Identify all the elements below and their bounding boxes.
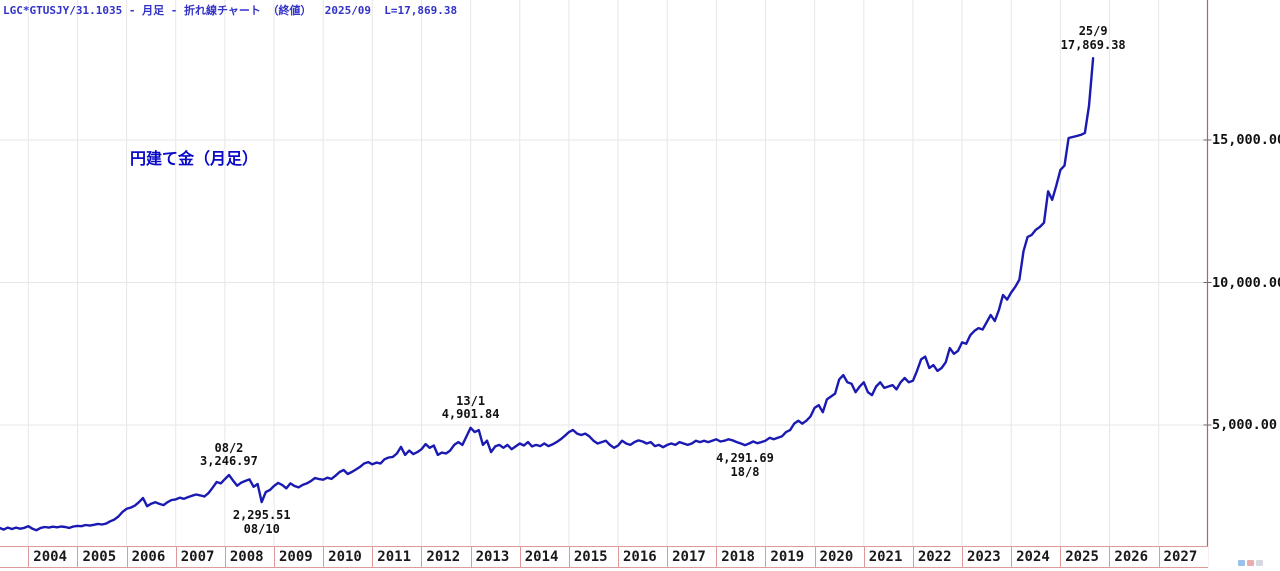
- annotation-08-2: 08/2 3,246.97: [200, 440, 258, 469]
- x-axis-year-2027: 2027: [1158, 547, 1208, 567]
- x-axis-year-2008: 2008: [224, 547, 274, 567]
- watermark-dot-red: [1247, 560, 1254, 566]
- x-axis-year-2019: 2019: [765, 547, 814, 567]
- watermark-dot-gray: [1256, 560, 1263, 566]
- x-axis-year-2013: 2013: [470, 547, 520, 567]
- x-axis-year-2012: 2012: [421, 547, 470, 567]
- x-axis-year-2011: 2011: [372, 547, 421, 567]
- y-axis-label-10000: 10,000.00: [1212, 274, 1280, 291]
- annotation-25-9: 25/9 17,869.38: [1060, 24, 1126, 52]
- x-axis-year-2015: 2015: [568, 547, 618, 567]
- watermark-logo: [1238, 559, 1274, 567]
- price-line-series: [0, 57, 1095, 532]
- x-axis-leading-spacer: [0, 547, 28, 567]
- x-axis-year-2004: 2004: [28, 547, 77, 567]
- x-axis-year-2018: 2018: [716, 547, 765, 567]
- y-axis-label-5000: 5,000.00: [1212, 417, 1278, 433]
- x-axis-year-2014: 2014: [519, 547, 569, 567]
- x-axis-year-2021: 2021: [863, 547, 913, 567]
- x-axis-year-2006: 2006: [126, 547, 176, 567]
- x-axis-year-2005: 2005: [77, 547, 126, 567]
- annotation-13-1: 13/1 4,901.84: [441, 393, 500, 422]
- x-axis-year-2009: 2009: [274, 547, 323, 567]
- x-axis-year-2017: 2017: [667, 547, 716, 567]
- x-axis-year-band: 2004 2005 2006 2007 2008 2009 2010 2011 2012 2013…: [0, 546, 1208, 568]
- x-axis-year-2022: 2022: [912, 547, 962, 567]
- x-axis-year-2010: 2010: [323, 547, 372, 567]
- watermark-dot-blue: [1238, 560, 1245, 566]
- x-axis-year-2016: 2016: [617, 547, 667, 567]
- annotation-18-8: 4,291.69 18/8: [716, 451, 774, 479]
- x-axis-year-2024: 2024: [1011, 547, 1060, 567]
- annotation-08-10: 2,295.51 08/10: [232, 508, 291, 536]
- x-axis-year-2007: 2007: [175, 547, 225, 567]
- chart-title: 円建て金（月足）: [130, 149, 259, 168]
- x-axis-year-2026: 2026: [1109, 547, 1158, 567]
- x-axis-year-2023: 2023: [961, 547, 1011, 567]
- instrument-header: LGC*GTUSJY/31.1035 - 月足 - 折れ線チャート （終値） 2…: [3, 4, 458, 17]
- x-axis-year-2025: 2025: [1060, 547, 1109, 567]
- x-axis-year-2020: 2020: [814, 547, 864, 567]
- y-axis-label-15000: 15,000.00: [1212, 132, 1280, 148]
